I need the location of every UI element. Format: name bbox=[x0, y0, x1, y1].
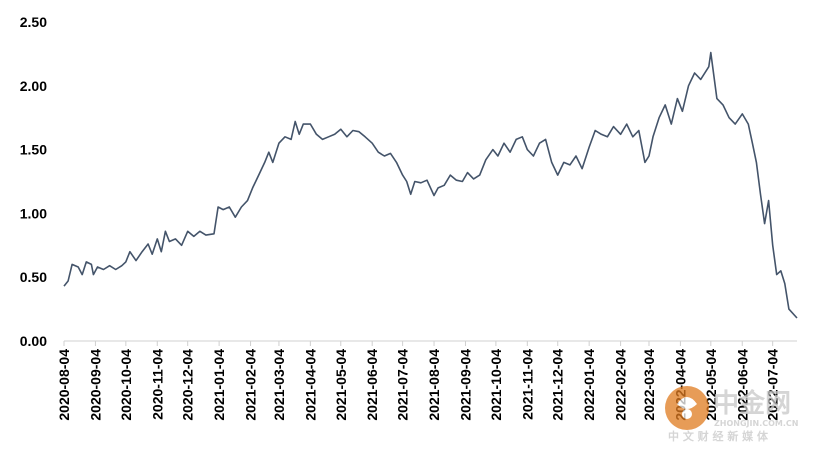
y-tick-label: 1.50 bbox=[20, 142, 47, 158]
x-tick-label: 2021-02-04 bbox=[243, 349, 259, 421]
x-tick-label: 2021-05-04 bbox=[333, 349, 349, 421]
x-tick-label: 2021-01-04 bbox=[211, 349, 227, 421]
x-tick-label: 2021-07-04 bbox=[395, 349, 411, 421]
watermark-subtext: ZHONGJIN.COM.CN bbox=[714, 419, 798, 428]
y-tick-label: 2.50 bbox=[20, 14, 47, 30]
y-tick-label: 2.00 bbox=[20, 78, 47, 94]
x-tick-label: 2022-01-04 bbox=[581, 349, 597, 421]
x-tick-label: 2022-07-04 bbox=[765, 349, 781, 421]
watermark-tagline: 中 文 财 经 新 媒 体 bbox=[668, 429, 769, 443]
y-tick-label: 0.50 bbox=[20, 269, 47, 285]
x-tick-label: 2021-06-04 bbox=[364, 349, 380, 421]
x-tick-label: 2021-11-04 bbox=[519, 349, 535, 420]
x-tick-label: 2021-09-04 bbox=[457, 349, 473, 421]
y-axis: 0.00 0.50 1.00 1.50 2.00 2.50 bbox=[20, 14, 47, 349]
x-tick-label: 2022-06-04 bbox=[734, 349, 750, 421]
x-tick-label: 2022-03-04 bbox=[641, 349, 657, 421]
series-line bbox=[63, 51, 798, 319]
x-tick-label: 2020-12-04 bbox=[180, 349, 196, 421]
x-tick-label: 2020-11-04 bbox=[149, 349, 165, 420]
x-tick-label: 2021-12-04 bbox=[550, 349, 566, 421]
x-tick-label: 2022-02-04 bbox=[613, 349, 629, 421]
x-tick-label: 2020-09-04 bbox=[87, 349, 103, 421]
x-tick-label: 2021-04-04 bbox=[302, 349, 318, 421]
series-layer bbox=[63, 51, 798, 319]
y-tick-label: 1.00 bbox=[20, 205, 47, 221]
x-tick-label: 2020-08-04 bbox=[56, 349, 72, 421]
x-tick-label: 2021-08-04 bbox=[426, 349, 442, 421]
x-tick-label: 2021-10-04 bbox=[488, 349, 504, 421]
watermark-title: 中金网 bbox=[713, 388, 791, 419]
watermark-logo-icon bbox=[665, 386, 709, 430]
x-tick-label: 2020-10-04 bbox=[118, 349, 134, 421]
watermark: 中金网 ZHONGJIN.COM.CN 中 文 财 经 新 媒 体 bbox=[665, 386, 798, 443]
y-tick-label: 0.00 bbox=[20, 333, 47, 349]
x-tick-label: 2021-03-04 bbox=[271, 349, 287, 421]
x-axis: 2020-08-04 2020-09-04 2020-10-04 2020-11-04… bbox=[56, 340, 797, 421]
